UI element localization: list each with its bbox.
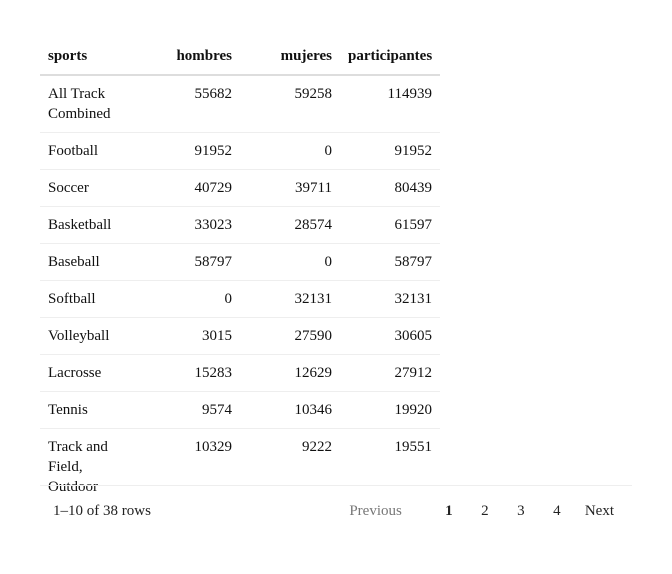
cell-participantes: 19551 [340,428,440,505]
cell-hombres: 91952 [140,132,240,170]
cell-participantes: 19920 [340,391,440,429]
cell-hombres: 3015 [140,317,240,355]
cell-sport: Basketball [40,206,140,244]
table-row: Lacrosse 15283 12629 27912 [40,354,440,392]
cell-sport: Football [40,132,140,170]
column-header-mujeres[interactable]: mujeres [240,38,340,76]
column-header-participantes[interactable]: participantes [340,38,440,76]
cell-mujeres: 28574 [240,206,340,244]
rows-info: 1–10 of 38 rows [53,503,151,519]
cell-sport: Lacrosse [40,354,140,392]
table-row: Football 91952 0 91952 [40,132,440,170]
cell-sport: Softball [40,280,140,318]
cell-mujeres: 9222 [240,428,340,505]
cell-hombres: 10329 [140,428,240,505]
previous-page-button[interactable]: Previous [349,503,402,519]
cell-mujeres: 10346 [240,391,340,429]
data-table-container: sports hombres mujeres participantes All… [40,38,440,505]
cell-sport: Baseball [40,243,140,281]
cell-participantes: 61597 [340,206,440,244]
cell-sport: Soccer [40,169,140,207]
page-button-4[interactable]: 4 [553,503,561,519]
sports-table: sports hombres mujeres participantes All… [40,38,440,505]
cell-participantes: 30605 [340,317,440,355]
table-row: Track and Field, Outdoor 10329 9222 1955… [40,428,440,505]
table-header-row: sports hombres mujeres participantes [40,38,440,76]
cell-sport: Tennis [40,391,140,429]
cell-hombres: 40729 [140,169,240,207]
cell-participantes: 80439 [340,169,440,207]
table-row: Volleyball 3015 27590 30605 [40,317,440,355]
next-page-button[interactable]: Next [584,503,614,519]
table-row: Basketball 33023 28574 61597 [40,206,440,244]
table-row: Soccer 40729 39711 80439 [40,169,440,207]
cell-participantes: 91952 [340,132,440,170]
page-button-3[interactable]: 3 [517,503,525,519]
pager: Previous 1 2 3 4 Next [349,503,614,520]
cell-sport: Track and Field, Outdoor [40,428,140,505]
cell-participantes: 58797 [340,243,440,281]
table-row: Tennis 9574 10346 19920 [40,391,440,429]
cell-mujeres: 59258 [294,86,333,102]
page-button-1[interactable]: 1 [445,503,453,519]
cell-mujeres: 32131 [240,280,340,318]
column-header-hombres[interactable]: hombres [140,38,240,76]
cell-mujeres: 0 [240,132,340,170]
cell-hombres: 15283 [140,354,240,392]
cell-mujeres: 39711 [240,169,340,207]
table-row: Baseball 58797 0 58797 [40,243,440,281]
cell-participantes: 27912 [340,354,440,392]
cell-mujeres: 12629 [240,354,340,392]
cell-mujeres: 27590 [240,317,340,355]
cell-mujeres: 0 [240,243,340,281]
cell-hombres: 33023 [140,206,240,244]
pagination-bar: 1–10 of 38 rows Previous 1 2 3 4 Next [40,485,632,536]
cell-sport: Volleyball [40,317,140,355]
cell-sport: All Track Combined [48,86,111,122]
cell-participantes: 32131 [340,280,440,318]
column-header-sports[interactable]: sports [40,38,140,76]
cell-hombres: 0 [140,280,240,318]
table-row: Softball 0 32131 32131 [40,280,440,318]
page-button-2[interactable]: 2 [481,503,489,519]
cell-hombres: 55682 [194,86,233,102]
cell-hombres: 9574 [140,391,240,429]
cell-hombres: 58797 [140,243,240,281]
table-row: All Track Combined 55682 59258 114939 [40,75,440,133]
cell-participantes: 114939 [387,86,432,102]
